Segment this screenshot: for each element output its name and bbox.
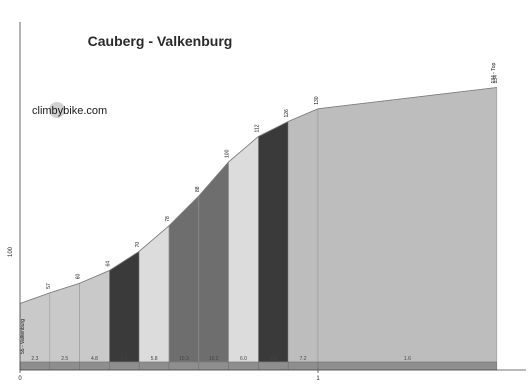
- end-label: 134 - Top: [491, 63, 497, 84]
- gradient-band: [109, 361, 140, 371]
- elevation-label: 100: [225, 149, 231, 158]
- elevation-label: 130: [314, 96, 320, 105]
- gradient-band: [138, 361, 170, 371]
- gradient-label: 7.2: [300, 356, 307, 362]
- cyclist-icon: [49, 102, 65, 118]
- gradient-label: 2.5: [61, 356, 68, 362]
- gradient-label: 9.8: [270, 356, 277, 362]
- gradient-label: 10.2: [209, 356, 219, 362]
- profile-segment: [258, 121, 289, 363]
- profile-segment: [138, 225, 170, 363]
- elevation-label: 88: [195, 186, 201, 192]
- profile-segment: [317, 87, 498, 363]
- elevation-label: 70: [135, 242, 141, 248]
- gradient-band: [198, 361, 229, 371]
- elevation-label: 57: [46, 283, 52, 289]
- gradient-band: [168, 361, 200, 371]
- gradient-label: 6.0: [240, 356, 247, 362]
- watermark-text: climbybike.com: [32, 105, 107, 117]
- y-tick-label: 100: [8, 246, 14, 257]
- elevation-label: 78: [165, 216, 171, 222]
- gradient-band: [317, 361, 498, 371]
- gradient-band: [19, 361, 51, 371]
- elevation-label: 64: [105, 261, 111, 267]
- gradient-label: 2.3: [31, 356, 38, 362]
- plot-area: [19, 87, 498, 371]
- x-tick-label: 1: [316, 376, 320, 382]
- profile-segment: [287, 108, 319, 363]
- gradient-label: 1.6: [404, 356, 411, 362]
- profile-segment: [228, 135, 259, 363]
- elevation-label: 134: [493, 75, 499, 84]
- gradient-label: 6.1: [121, 356, 128, 362]
- watermark-logo: climbybike.com: [32, 102, 107, 118]
- profile-segment: [79, 270, 110, 363]
- gradient-label: 10.3: [179, 356, 189, 362]
- axes: 0 1 100: [8, 22, 526, 382]
- chart-title: Cauberg - Valkenburg: [88, 33, 233, 49]
- gradient-band: [258, 361, 289, 371]
- gradient-band: [228, 361, 259, 371]
- gradient-band: [79, 361, 110, 371]
- profile-segment: [49, 282, 80, 363]
- elevation-label: 60: [76, 273, 82, 279]
- profile-outline: [19, 87, 497, 304]
- elevation-label: 112: [254, 124, 260, 132]
- profile-segment: [198, 161, 229, 363]
- x-tick-label: 0: [18, 376, 22, 382]
- point-labels: 2.3 2.5 4.8 6.1 5.8 10.3 10.2 6.0 9.8 7.2 1.6 57 60 6…: [20, 63, 499, 362]
- gradient-label: 4.8: [91, 356, 98, 362]
- elevation-label: 126: [284, 109, 290, 118]
- gradient-band: [49, 361, 80, 371]
- gradient-band: [287, 361, 319, 371]
- start-label: 55 - Valkenburg: [20, 319, 26, 354]
- gradient-label: 5.8: [151, 356, 158, 362]
